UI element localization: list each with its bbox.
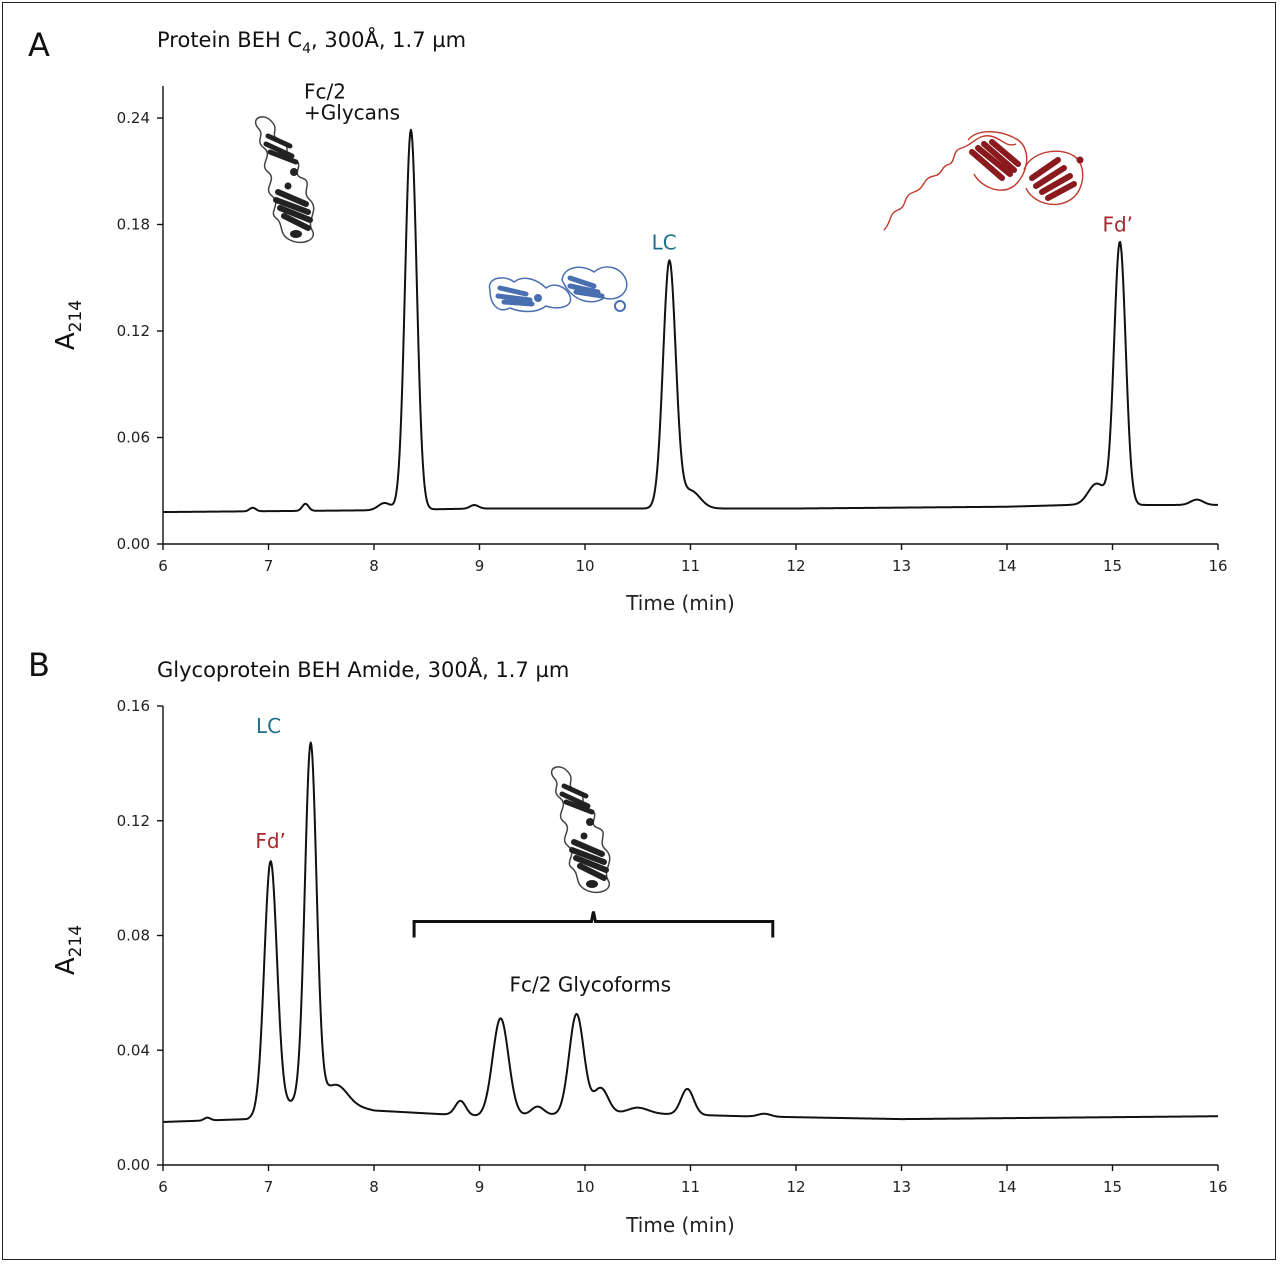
peak-annotation: Fc/2 xyxy=(304,79,346,103)
x-tick-label: 13 xyxy=(892,557,911,575)
y-tick-label: 0.12 xyxy=(117,322,150,340)
x-axis-label: Time (min) xyxy=(625,1213,735,1237)
fd-structure-image xyxy=(884,132,1084,230)
peak-annotation: Fd’ xyxy=(255,829,286,853)
panel-title-main: Glycoprotein BEH Amide, 300Å, 1.7 µm xyxy=(157,656,569,682)
peak-annotation: LC xyxy=(256,714,281,738)
x-tick-label: 11 xyxy=(681,1178,700,1196)
panel-title: Protein BEH C4, 300Å, 1.7 µm xyxy=(157,26,466,57)
chart-panel-b: B Glycoprotein BEH Amide, 300Å, 1.7 µm 6 7 8… xyxy=(28,646,1228,1237)
panel-title-rest: , 300Å, 1.7 µm xyxy=(311,26,466,52)
peak-annotation: +Glycans xyxy=(304,101,400,125)
y-tick-label: 0.16 xyxy=(117,697,150,715)
x-tick-label: 10 xyxy=(575,557,594,575)
y-tick-label: 0.00 xyxy=(117,1156,150,1174)
x-tick-label: 10 xyxy=(575,1178,594,1196)
x-tick-label: 9 xyxy=(475,557,485,575)
y-tick-label: 0.12 xyxy=(117,812,150,830)
peak-annotation: LC xyxy=(652,230,677,254)
x-tick-label: 7 xyxy=(264,1178,274,1196)
x-tick-label: 8 xyxy=(369,557,379,575)
x-tick-label: 9 xyxy=(475,1178,485,1196)
lc-structure-image xyxy=(489,278,570,312)
panel-letter: A xyxy=(28,26,50,64)
x-tick-label: 16 xyxy=(1208,1178,1227,1196)
lc-structure-image-2 xyxy=(562,267,627,311)
panel-title-subscript: 4 xyxy=(302,41,311,57)
fc-structure-image xyxy=(256,117,314,243)
y-tick-label: 0.24 xyxy=(117,109,150,127)
fc-structure-image-b xyxy=(552,767,610,893)
x-tick-label: 14 xyxy=(997,1178,1016,1196)
x-tick-label: 16 xyxy=(1208,557,1227,575)
y-tick-label: 0.06 xyxy=(117,429,150,447)
y-axis-label-main: A xyxy=(51,332,81,350)
x-axis-label: Time (min) xyxy=(625,591,735,615)
x-tick-label: 7 xyxy=(264,557,274,575)
x-tick-label: 13 xyxy=(892,1178,911,1196)
y-axis-label-main: A xyxy=(51,957,81,975)
y-tick-label: 0.04 xyxy=(117,1041,150,1059)
chart-panel-a: A Protein BEH C4, 300Å, 1.7 µm 6 7 8 9 10 11 12 1… xyxy=(28,26,1228,615)
x-tick-label: 15 xyxy=(1103,557,1122,575)
panel-title: Glycoprotein BEH Amide, 300Å, 1.7 µm xyxy=(157,656,569,682)
y-tick-label: 0.08 xyxy=(117,927,150,945)
glycoform-bracket xyxy=(412,911,775,938)
panel-title-main: Protein BEH C xyxy=(157,28,302,52)
y-axis-label: A214 xyxy=(51,925,86,975)
chromatogram-trace xyxy=(162,128,1219,514)
panel-letter: B xyxy=(28,646,50,684)
peak-annotation: Fd’ xyxy=(1102,213,1133,237)
x-tick-label: 11 xyxy=(681,557,700,575)
x-tick-label: 6 xyxy=(158,557,168,575)
y-axis-label: A214 xyxy=(51,300,86,350)
x-tick-label: 8 xyxy=(369,1178,379,1196)
chromatogram-trace xyxy=(162,741,1219,1123)
x-tick-label: 14 xyxy=(997,557,1016,575)
x-tick-label: 12 xyxy=(786,557,805,575)
y-tick-label: 0.18 xyxy=(117,216,150,234)
y-axis-label-subscript: 214 xyxy=(66,925,86,957)
x-tick-label: 15 xyxy=(1103,1178,1122,1196)
x-tick-label: 12 xyxy=(786,1178,805,1196)
y-tick-label: 0.00 xyxy=(117,535,150,553)
x-tick-label: 6 xyxy=(158,1178,168,1196)
y-axis-label-subscript: 214 xyxy=(66,300,86,332)
peak-annotation: Fc/2 Glycoforms xyxy=(510,972,672,996)
